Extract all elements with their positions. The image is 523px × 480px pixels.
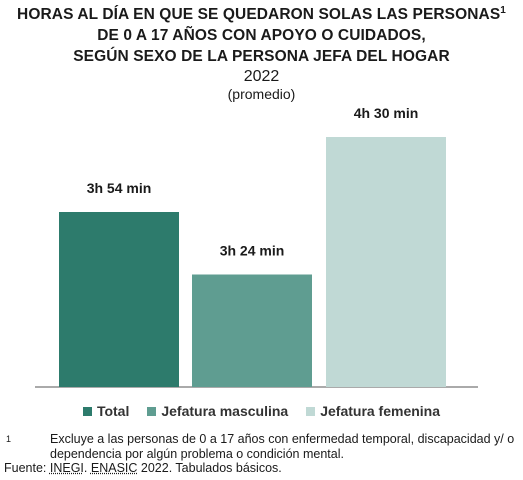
source-note: Fuente: INEGI. ENASIC 2022. Tabulados bá… [4,461,282,476]
source-prefix: Fuente: [4,461,50,475]
chart-year: 2022 [243,68,280,85]
data-label-total: 3h 54 min [87,180,152,196]
legend-swatch-jefatura-masculina [147,406,157,416]
footnote-mark: 1 [6,434,12,444]
legend-item-jefatura-femenina: Jefatura femenina [306,403,440,419]
chart-title-line2: DE 0 A 17 AÑOS CON APOYO O CUIDADOS, [97,27,426,44]
legend-item-total: Total [82,403,130,419]
bar-jefatura-femenina [326,137,446,387]
source-inegi: INEGI [49,461,84,475]
data-label-jefatura-masculina: 3h 24 min [220,243,285,259]
legend-label-jefatura-femenina: Jefatura femenina [320,403,441,419]
footnote-text: Excluye a las personas de 0 a 17 años co… [50,432,515,461]
bar-total [59,212,179,387]
source-sep: . [83,461,91,475]
chart-title-line1: HORAS AL DÍA EN QUE SE QUEDARON SOLAS LA… [0,4,523,25]
chart-subtitle: (promedio) [227,86,296,102]
source-enasic: ENASIC [90,461,138,475]
legend-label-total: Total [96,403,130,419]
footnote: 1 Excluye a las personas de 0 a 17 años … [4,432,519,462]
chart-title-block: HORAS AL DÍA EN QUE SE QUEDARON SOLAS LA… [0,4,523,103]
data-label-jefatura-femenina: 4h 30 min [354,105,419,121]
chart-legend: Total Jefatura masculina Jefatura femeni… [0,403,523,419]
bar-chart: 3h 54 min 3h 24 min 4h 30 min [35,105,478,388]
legend-swatch-jefatura-femenina [306,406,316,416]
chart-title-line3: SEGÚN SEXO DE LA PERSONA JEFA DEL HOGAR [73,48,450,65]
source-rest: 2022. Tabulados básicos. [137,461,282,475]
legend-label-jefatura-masculina: Jefatura masculina [161,403,289,419]
bar-jefatura-masculina [192,274,312,387]
legend-swatch-total [82,406,92,416]
chart-title-line1-text: HORAS AL DÍA EN QUE SE QUEDARON SOLAS LA… [17,6,501,23]
legend-item-jefatura-masculina: Jefatura masculina [147,403,288,419]
footnote-reference: 1 [500,5,506,16]
